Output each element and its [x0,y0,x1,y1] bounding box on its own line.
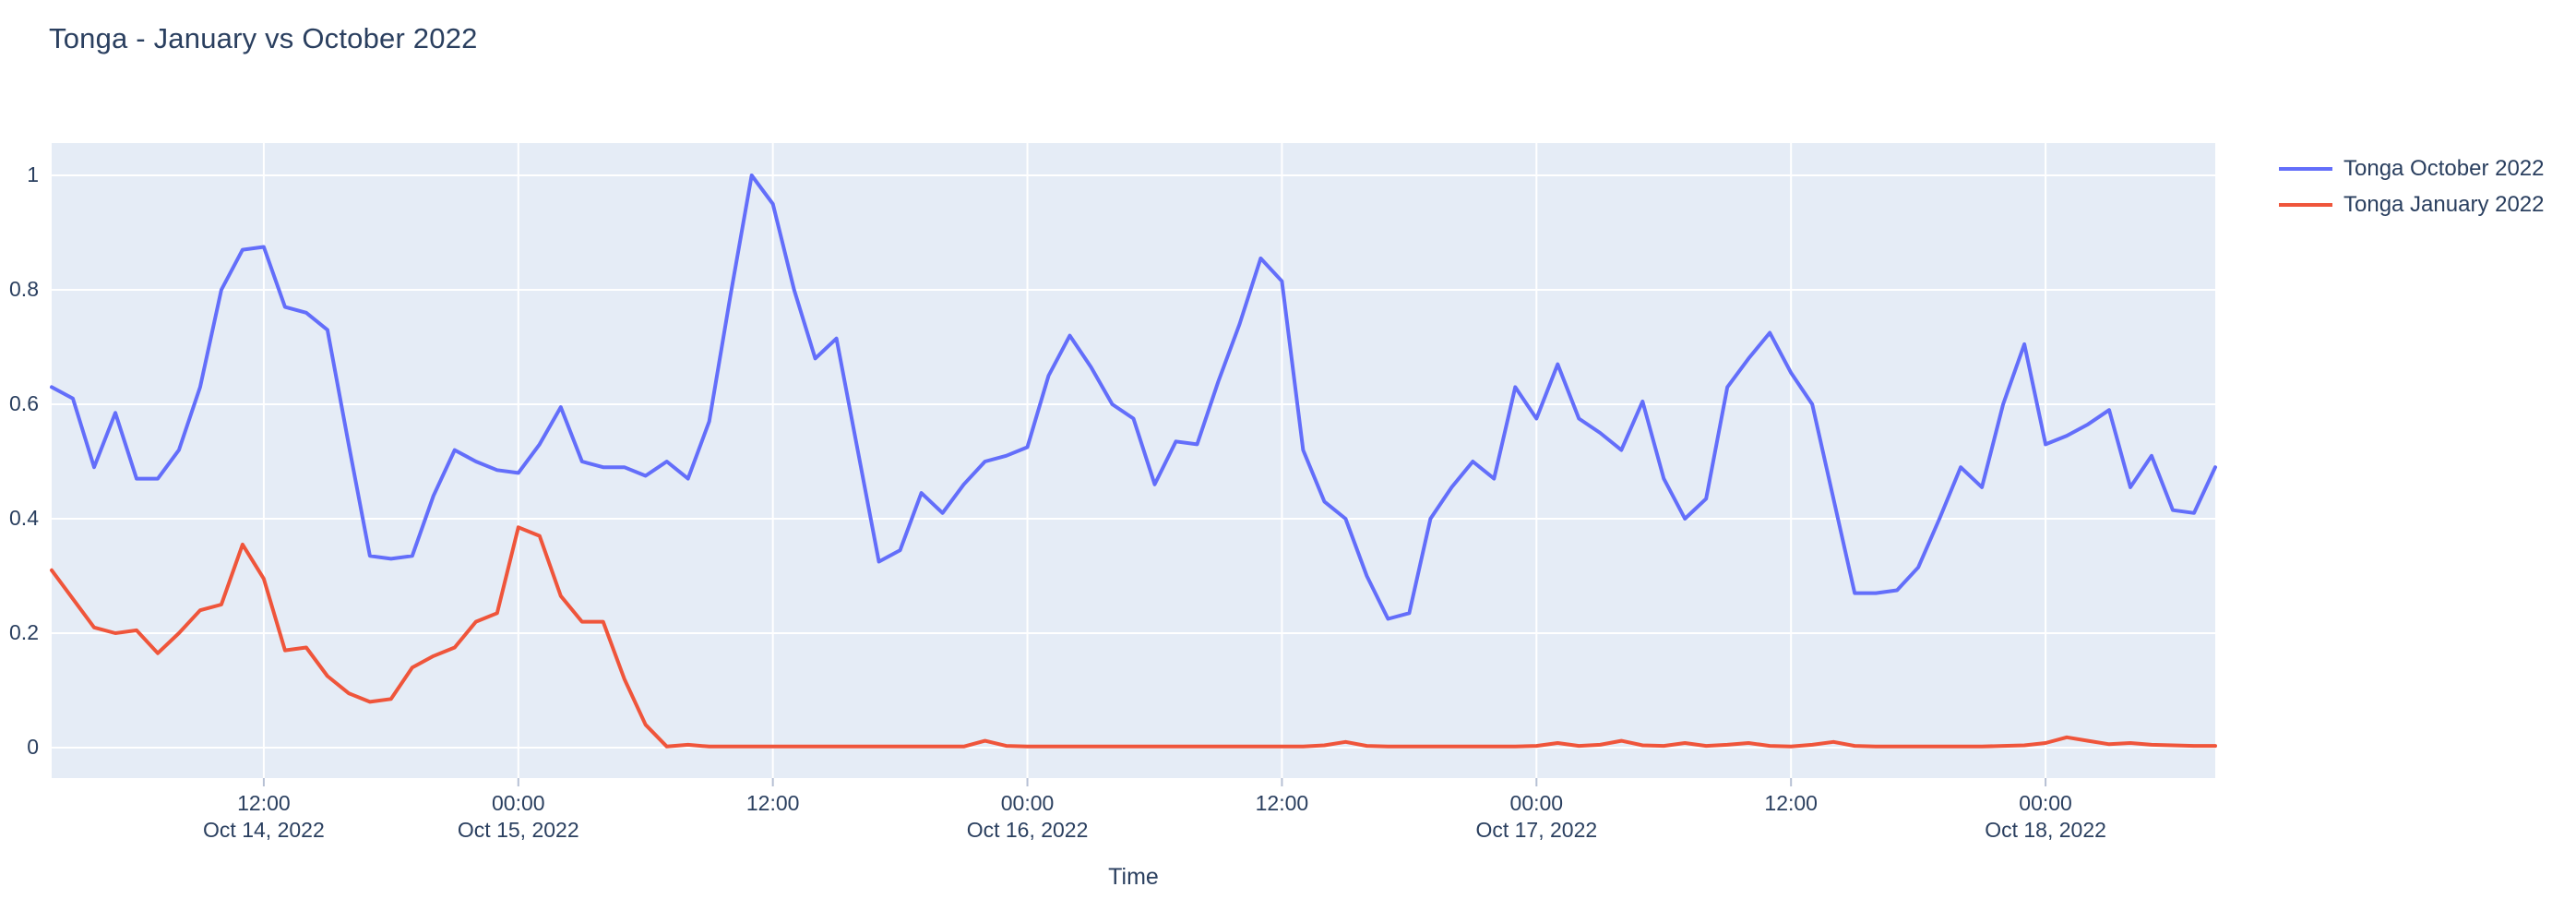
chart-title: Tonga - January vs October 2022 [49,22,478,54]
legend-line-swatch [2279,166,2332,171]
x-tick-label: 00:00 Oct 16, 2022 [936,790,1120,844]
y-tick-label: 0.6 [9,391,39,415]
plot-background [52,143,2215,778]
x-tick-time: 00:00 [1509,791,1564,815]
y-tick-label: 1 [27,162,39,186]
x-tick-time: 12:00 [745,791,800,815]
legend-item-january[interactable]: Tonga January 2022 [2279,186,2545,222]
series-lines [50,174,2217,749]
x-tick-label: 12:00 [1189,790,1374,817]
legend-label: Tonga October 2022 [2343,155,2545,181]
x-tick-time: 00:00 [1000,791,1055,815]
x-tick-date: Oct 14, 2022 [203,818,325,842]
x-tick-label: 00:00 Oct 17, 2022 [1444,790,1628,844]
y-tick-label: 0.8 [9,277,39,301]
x-tick-time: 12:00 [1255,791,1309,815]
x-tick-date: Oct 16, 2022 [966,818,1089,842]
legend: Tonga October 2022 Tonga January 2022 [2279,150,2545,222]
y-tick-label: 0.2 [9,620,39,644]
x-tick-time: 00:00 [2019,791,2072,815]
legend-line-swatch [2279,202,2332,207]
series-line-january[interactable] [50,525,2217,749]
x-tick-time: 12:00 [237,791,291,815]
x-tick-label: 12:00 [1699,790,1883,817]
x-tick-label: 00:00 Oct 15, 2022 [426,790,611,844]
x-tick-label: 12:00 [681,790,865,817]
x-tick-label: 00:00 Oct 18, 2022 [1953,790,2138,844]
legend-label: Tonga January 2022 [2343,191,2545,217]
x-axis-title: Time [1108,864,1159,890]
y-tick-label: 0.4 [9,506,39,530]
gridlines [52,143,2215,778]
x-tick-time: 00:00 [492,791,545,815]
x-tick-label: 12:00 Oct 14, 2022 [172,790,356,844]
x-tick-time: 12:00 [1764,791,1818,815]
series-line-october[interactable] [50,174,2217,621]
x-tick-date: Oct 17, 2022 [1475,818,1598,842]
x-tick-date: Oct 15, 2022 [457,818,579,842]
y-tick-label: 0 [27,735,39,759]
legend-item-october[interactable]: Tonga October 2022 [2279,150,2545,186]
x-tick-date: Oct 18, 2022 [1985,818,2106,842]
axis-tick-marks [262,778,2047,786]
